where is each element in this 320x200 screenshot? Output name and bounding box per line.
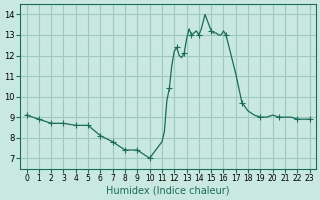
X-axis label: Humidex (Indice chaleur): Humidex (Indice chaleur): [106, 186, 230, 196]
